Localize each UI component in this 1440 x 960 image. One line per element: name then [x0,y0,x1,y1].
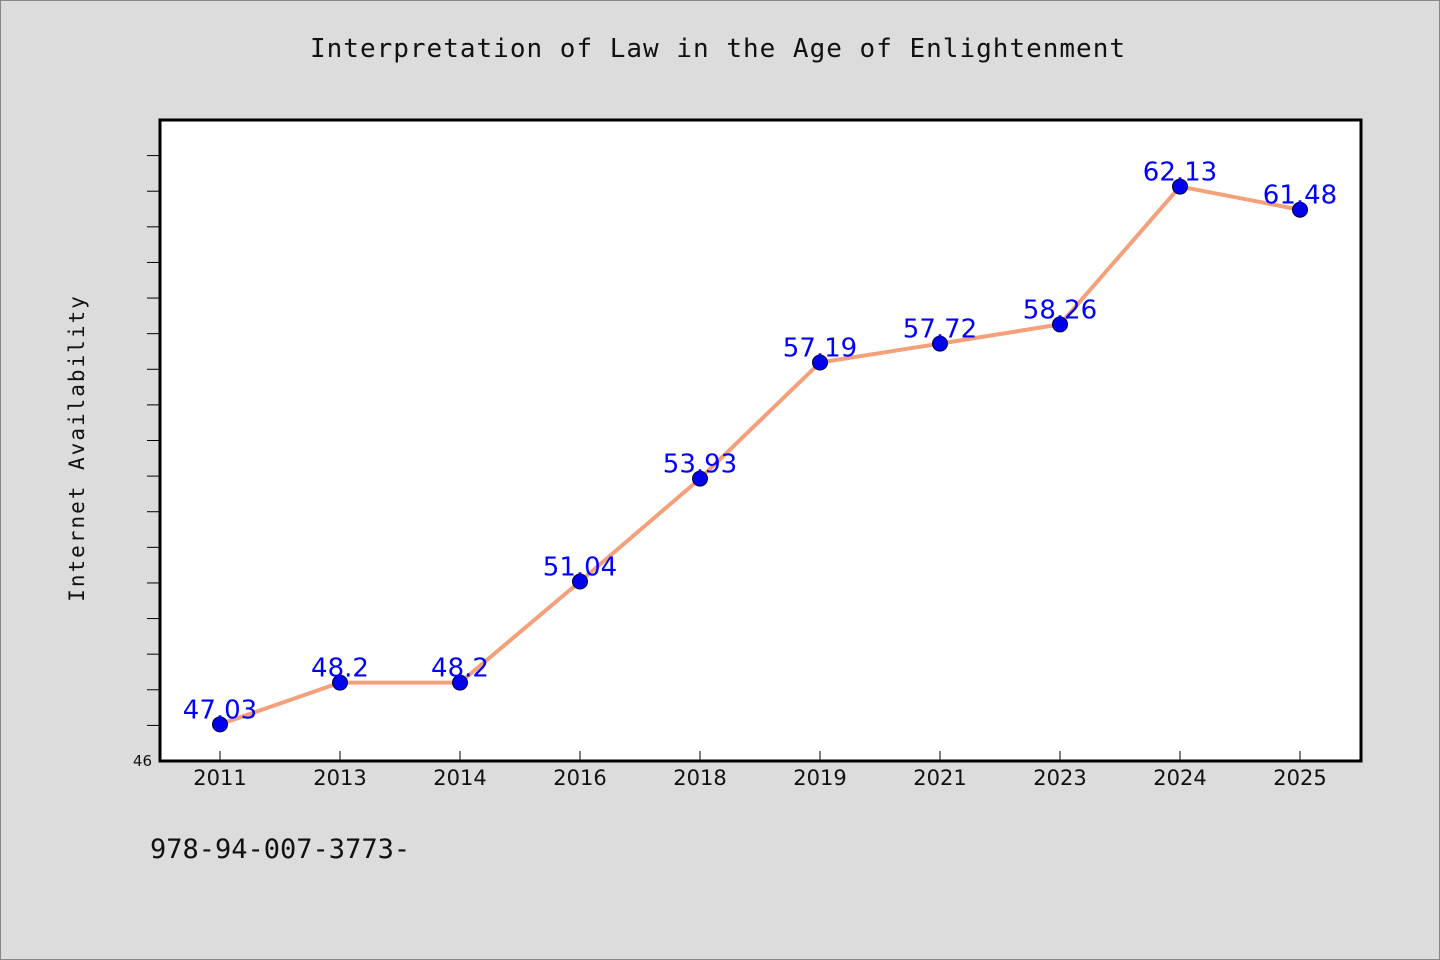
data-point [452,674,468,691]
y-tick-label: 46 [133,752,152,770]
x-axis-ticks: 2011 2013 2014 2016 2018 2019 2021 2023 2024 2025 [193,751,1327,790]
data-point [1172,178,1188,195]
data-label: 57.19 [783,334,857,364]
data-point [332,674,348,691]
data-point [1292,201,1308,218]
data-label: 57.72 [903,315,977,345]
data-point [932,335,948,352]
x-tick-label: 2011 [193,766,246,790]
data-label: 58.26 [1023,295,1097,325]
x-tick-label: 2016 [553,766,606,790]
data-label: 51.04 [543,553,617,583]
series-layer: 47.03 48.2 48.2 51.04 53.93 57.19 57.72 58.26 62… [183,158,1337,733]
data-label: 61.48 [1263,181,1337,211]
x-tick-label: 2014 [433,766,486,790]
data-label: 62.13 [1143,158,1217,188]
data-label: 48.2 [431,654,489,684]
data-label: 47.03 [183,695,257,725]
y-axis-ticks: 46 [133,155,159,770]
data-label: 53.93 [663,450,737,480]
x-tick-label: 2025 [1273,766,1326,790]
chart-title: Interpretation of Law in the Age of Enli… [309,34,1126,64]
data-label: 48.2 [311,654,369,684]
x-tick-label: 2023 [1033,766,1086,790]
data-point [572,573,588,590]
x-tick-label: 2013 [313,766,366,790]
series-line [218,184,1302,727]
x-tick-label: 2019 [793,766,846,790]
data-point [1052,316,1068,333]
data-point [212,716,228,733]
plot-area [158,118,1363,763]
x-tick-label: 2018 [673,766,726,790]
data-point [692,470,708,487]
x-tick-label: 2024 [1153,766,1206,790]
x-tick-label: 2021 [913,766,966,790]
footer-note: 978-94-007-3773- [150,834,411,865]
data-point [812,354,828,371]
